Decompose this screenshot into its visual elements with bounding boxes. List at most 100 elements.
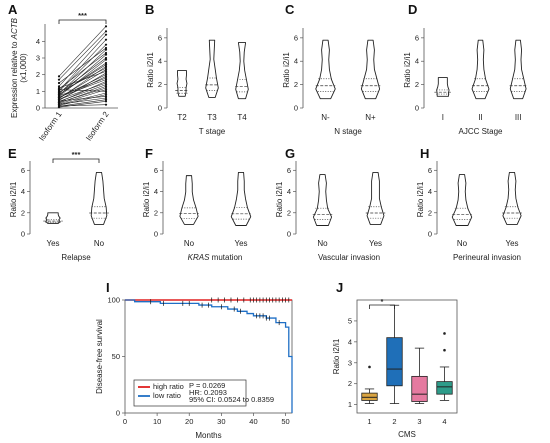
isoform1-point [57, 91, 61, 94]
y-tick-label: 2 [287, 208, 291, 217]
y-tick-label: 2 [154, 208, 158, 217]
isoform1-point [57, 87, 61, 90]
y-axis-label-c: Ratio i2/i1 [282, 52, 291, 88]
paired-line [58, 94, 107, 106]
violin-shape [360, 39, 381, 100]
isoform2-point [104, 85, 108, 88]
violin-shape [471, 39, 490, 100]
y-tick-label: 6 [21, 166, 25, 175]
isoform2-point [104, 98, 108, 101]
isoform1-point [57, 103, 61, 106]
isoform2-point [104, 38, 108, 41]
y-axis-label-a: Expression relative to ACTB [10, 17, 19, 118]
box-cms-4 [436, 381, 453, 395]
x-category-label: Yes [234, 239, 247, 248]
paired-line [58, 104, 107, 107]
isoform2-point [104, 33, 108, 36]
isoform1-point [57, 75, 61, 78]
x-category-label: T4 [237, 113, 247, 122]
isoform1-point [57, 101, 61, 104]
isoform2-point [104, 30, 108, 33]
isoform2-point [104, 61, 108, 65]
isoform1-point [57, 85, 61, 88]
violin-shape [451, 174, 473, 226]
violin-shape [312, 174, 333, 226]
y-tick-label: 6 [158, 33, 162, 42]
x-tick-label: 20 [185, 417, 193, 426]
isoform2-point [104, 48, 108, 51]
y-tick-label: 2 [21, 208, 25, 217]
x-category-label: Isoform 1 [37, 110, 64, 143]
x-category-label: Isoform 2 [84, 110, 111, 143]
isoform2-point [104, 56, 108, 60]
y-axis-label-d: Ratio i2/i1 [403, 52, 412, 88]
y-axis-label-f: Ratio i2/i1 [142, 181, 151, 217]
isoform1-point [57, 78, 61, 81]
paired-line [58, 49, 107, 95]
y-tick-label: 0 [428, 230, 432, 239]
y-tick-label: 0 [158, 104, 162, 113]
isoform2-point [104, 25, 108, 28]
significance-bracket [52, 158, 100, 163]
legend-label: high ratio [153, 382, 184, 391]
y-tick-label: 5 [348, 316, 352, 325]
y-tick-label: 0 [21, 230, 25, 239]
y-tick-label: 4 [415, 57, 419, 66]
x-axis-label-h: Perineural invasion [453, 253, 521, 262]
x-category-label: 3 [417, 417, 421, 426]
y-tick-label: 2 [428, 208, 432, 217]
x-axis-label-i: Months [195, 431, 221, 440]
isoform2-point [104, 76, 108, 80]
y-tick-label: 6 [294, 33, 298, 42]
y-axis-label-g: Ratio i2/i1 [275, 181, 284, 217]
isoform1-point [57, 94, 61, 98]
isoform2-point [104, 78, 108, 81]
y-tick-label: 2 [36, 70, 40, 79]
isoform2-point [104, 43, 108, 46]
paired-line [58, 89, 107, 105]
isoform2-point [104, 86, 108, 90]
x-category-label: T2 [177, 113, 187, 122]
x-axis-label-e: Relapse [61, 253, 91, 262]
violin-shape [436, 77, 450, 97]
y-tick-label: 4 [428, 187, 432, 196]
paired-line [58, 34, 107, 87]
paired-line [58, 82, 107, 100]
isoform1-point [57, 81, 61, 85]
x-category-label: Yes [505, 239, 518, 248]
panel-label-e: E [8, 146, 17, 161]
x-axis-label-d: AJCC Stage [458, 127, 503, 136]
isoform2-point [104, 90, 108, 93]
x-category-label: T3 [207, 113, 217, 122]
x-tick-label: 0 [123, 417, 127, 426]
paired-line [58, 77, 107, 97]
paired-line [58, 67, 107, 93]
isoform1-point [57, 99, 61, 103]
isoform2-point [104, 70, 108, 73]
y-tick-label: 0 [415, 104, 419, 113]
x-category-label: N- [321, 113, 330, 122]
isoform2-point [104, 75, 108, 78]
panel-label-b: B [145, 2, 154, 17]
y-tick-label: 4 [294, 57, 298, 66]
violin-shape [90, 171, 108, 225]
paired-line [58, 74, 107, 98]
panel-label-c: C [285, 2, 295, 17]
x-axis-label-g: Vascular invasion [318, 253, 380, 262]
y-axis-label-j: Ratio i2/i1 [332, 338, 341, 374]
y-tick-label: 1 [36, 87, 40, 96]
isoform2-point [104, 58, 108, 61]
isoform2-point [104, 71, 108, 75]
isoform2-point [104, 96, 108, 100]
y-tick-label: 0 [294, 104, 298, 113]
y-axis-label-b: Ratio i2/i1 [146, 52, 155, 88]
x-category-label: Yes [46, 239, 59, 248]
paired-line [58, 59, 107, 97]
plot-frame-j [356, 299, 458, 414]
x-category-label: I [442, 113, 444, 122]
significance-stars: *** [72, 150, 81, 159]
y-tick-label: 6 [154, 166, 158, 175]
paired-line [58, 79, 107, 98]
isoform2-point [104, 80, 108, 83]
